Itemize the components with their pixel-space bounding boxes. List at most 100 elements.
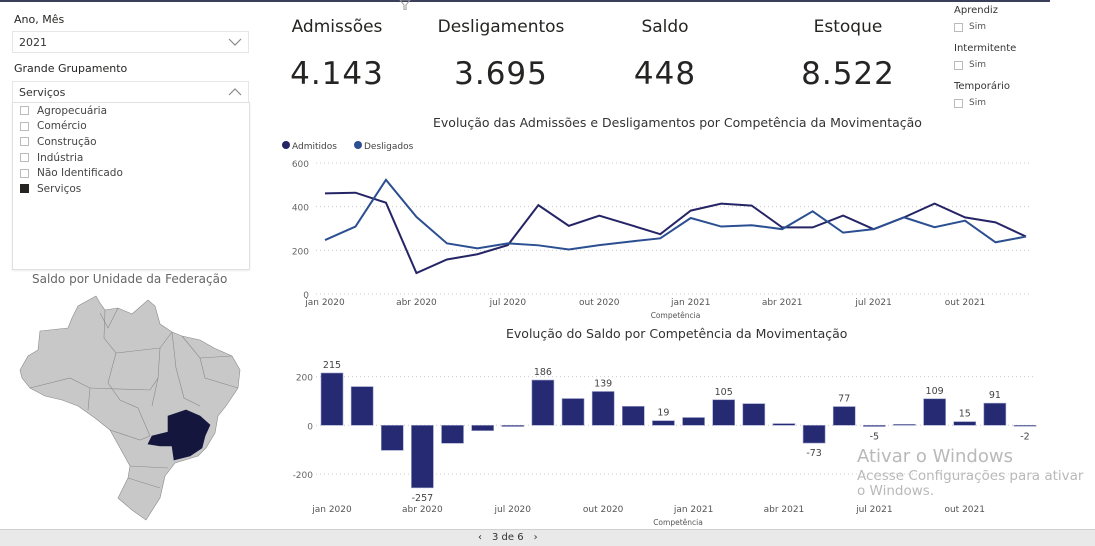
grupamento-option-label: Comércio: [37, 120, 87, 133]
checkbox-icon[interactable]: [20, 137, 29, 147]
bar[interactable]: [712, 399, 735, 426]
checkbox-icon[interactable]: [20, 121, 29, 131]
x-tick-label: out 2021: [945, 298, 986, 308]
grupamento-option-label: Agropecuária: [37, 104, 108, 117]
slicer-option[interactable]: Sim: [954, 22, 986, 32]
checkbox-icon[interactable]: [954, 60, 963, 70]
bar[interactable]: [1013, 424, 1037, 427]
state-borders: [29, 307, 239, 489]
line-series-desligados[interactable]: [324, 178, 1027, 251]
bar[interactable]: [682, 417, 705, 426]
filter-icon[interactable]: [399, 0, 411, 10]
grupamento-option-label: Não Identificado: [37, 167, 123, 180]
bar[interactable]: [923, 398, 946, 426]
slicer-option-label: Sim: [969, 22, 986, 32]
line-chart-title: Evolução das Admissões e Desligamentos p…: [433, 115, 922, 130]
kpi-title: Saldo: [641, 17, 689, 37]
bar[interactable]: [622, 406, 645, 426]
bar-data-label: 139: [594, 378, 612, 389]
bar[interactable]: [320, 372, 344, 426]
y-tick-label: 200: [296, 374, 313, 384]
bar[interactable]: [953, 421, 977, 426]
bar-data-label: 91: [989, 390, 1001, 401]
prev-page-button[interactable]: ‹: [478, 532, 482, 543]
x-tick-label: jan 2021: [673, 505, 714, 515]
bar[interactable]: [531, 379, 555, 426]
ano-mes-dropdown[interactable]: 2021: [12, 31, 249, 53]
grupamento-option[interactable]: Agropecuária: [13, 103, 249, 119]
y-tick-label: 0: [307, 422, 313, 432]
bar[interactable]: [983, 402, 1007, 426]
kpi-title: Admissões: [291, 17, 383, 37]
brazil-map[interactable]: [0, 288, 260, 523]
x-tick-label: abr 2020: [402, 505, 443, 515]
map-state-mg[interactable]: [147, 409, 211, 461]
x-tick-label: jul 2021: [855, 505, 892, 515]
x-tick-label: jan 2020: [304, 298, 345, 308]
x-tick-label: jul 2021: [854, 298, 891, 308]
windows-activation-watermark-text: Acesse Configurações para ativar o Windo…: [857, 468, 1084, 499]
grande-grupamento-value: Serviços: [19, 85, 66, 99]
legend-marker-icon: [354, 141, 362, 149]
y-tick-label: 400: [292, 204, 309, 214]
grupamento-option[interactable]: Serviços: [13, 181, 249, 197]
map-state-region[interactable]: [19, 295, 241, 521]
next-page-button[interactable]: ›: [533, 532, 538, 543]
bar[interactable]: [411, 424, 434, 489]
bar[interactable]: [832, 406, 856, 426]
checkbox-checked-icon[interactable]: [20, 184, 29, 194]
line-series-admitidos[interactable]: [324, 191, 1027, 275]
bar[interactable]: [591, 391, 615, 426]
bar-data-label: 19: [657, 408, 669, 419]
kpi-title: Estoque: [813, 17, 883, 37]
slicer-option[interactable]: Sim: [954, 98, 986, 108]
bar-chart-title: Evolução do Saldo por Competência da Mov…: [506, 326, 848, 341]
grupamento-option[interactable]: Indústria: [13, 150, 249, 166]
bar[interactable]: [652, 420, 675, 426]
bar[interactable]: [501, 424, 525, 427]
bar[interactable]: [772, 423, 796, 426]
grupamento-option[interactable]: Não Identificado: [13, 165, 249, 181]
bar[interactable]: [380, 424, 404, 451]
bar[interactable]: [441, 424, 464, 444]
x-tick-label: jan 2020: [311, 505, 352, 515]
ano-mes-value: 2021: [19, 35, 47, 49]
chevron-down-icon: [228, 38, 242, 46]
map-title: Saldo por Unidade da Federação: [32, 272, 228, 286]
checkbox-icon[interactable]: [20, 168, 29, 178]
grupamento-option[interactable]: Comércio: [13, 119, 249, 135]
grupamento-option[interactable]: Construção: [13, 134, 249, 150]
bar[interactable]: [742, 403, 766, 426]
checkbox-icon[interactable]: [20, 153, 29, 163]
checkbox-icon[interactable]: [20, 106, 29, 116]
checkbox-icon[interactable]: [954, 22, 963, 32]
bar[interactable]: [893, 424, 916, 426]
bar-data-label: 105: [715, 387, 733, 398]
bar[interactable]: [863, 424, 886, 427]
bar[interactable]: [802, 424, 826, 444]
y-tick-label: 0: [303, 291, 309, 301]
bar-data-label: 215: [323, 360, 341, 371]
bar[interactable]: [561, 398, 585, 426]
slicer-option-label: Sim: [969, 60, 986, 70]
bar-data-label: -257: [412, 493, 434, 504]
x-tick-label: abr 2020: [396, 298, 437, 308]
bar[interactable]: [350, 386, 374, 426]
bar[interactable]: [471, 424, 494, 431]
x-axis-title: Competência: [651, 311, 701, 320]
bar-data-label: 109: [926, 386, 944, 397]
kpi-value: 4.143: [290, 56, 384, 92]
x-tick-label: out 2021: [944, 505, 985, 515]
x-tick-label: out 2020: [579, 298, 620, 308]
grupamento-option-label: Indústria: [37, 151, 84, 164]
page-navigation-bar: [0, 529, 1095, 546]
slicer-option[interactable]: Sim: [954, 60, 986, 70]
bar-data-label: -2: [1020, 431, 1029, 442]
grupamento-option-label: Construção: [37, 135, 97, 148]
bar-data-label: 15: [959, 409, 971, 420]
chevron-up-icon: [228, 88, 242, 96]
grande-grupamento-options: Agropecuária Comércio Construção Indústria N…: [12, 102, 250, 270]
checkbox-icon[interactable]: [954, 98, 963, 108]
bar-data-label: -5: [870, 432, 879, 443]
